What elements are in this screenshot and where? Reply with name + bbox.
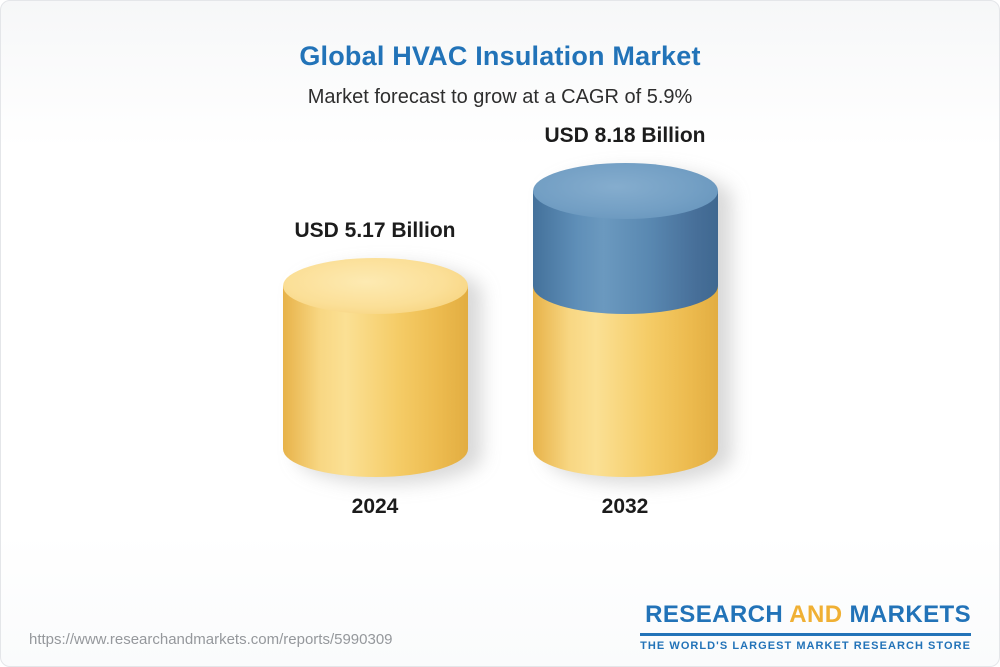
bar-category-label-2032: 2032: [601, 495, 649, 518]
report-url: https://www.researchandmarkets.com/repor…: [29, 631, 393, 648]
cylinder-top-ellipse-2032: [532, 163, 718, 220]
logo-word-and: AND: [789, 601, 843, 628]
logo-tagline: THE WORLD'S LARGEST MARKET RESEARCH STOR…: [640, 640, 971, 652]
logo-divider-rule: [640, 633, 971, 636]
bar-value-label-2032: USD 8.18 Billion: [544, 124, 706, 148]
bar-category-label-2024: 2024: [351, 495, 399, 518]
chart-title: Global HVAC Insulation Market: [299, 41, 701, 71]
bar-value-label-2024: USD 5.17 Billion: [294, 219, 456, 243]
chart-plot-area: USD 5.17 Billion 2024 USD 8.18 Billion 2…: [1, 119, 999, 519]
bar-group-2024: USD 5.17 Billion 2024: [282, 219, 468, 519]
bar-group-2032: USD 8.18 Billion 2032: [532, 124, 718, 519]
chart-subtitle: Market forecast to grow at a CAGR of 5.9…: [307, 86, 693, 108]
logo-word-markets: MARKETS: [849, 601, 971, 628]
research-and-markets-logo: RESEARCH AND MARKETS THE WORLD'S LARGEST…: [640, 601, 971, 652]
chart-header: Global HVAC Insulation Market Market for…: [1, 1, 999, 109]
cylinder-top-ellipse-2024: [282, 258, 468, 315]
cylinder-2032: [532, 163, 718, 477]
logo-word-research: RESEARCH: [645, 601, 784, 628]
cylinder-2024: [282, 258, 468, 477]
footer: https://www.researchandmarkets.com/repor…: [29, 601, 971, 652]
logo-wordmark: RESEARCH AND MARKETS: [640, 601, 971, 629]
cylinder-body-2024: [282, 286, 468, 477]
cylinder-base-segment-2032: [532, 286, 718, 477]
